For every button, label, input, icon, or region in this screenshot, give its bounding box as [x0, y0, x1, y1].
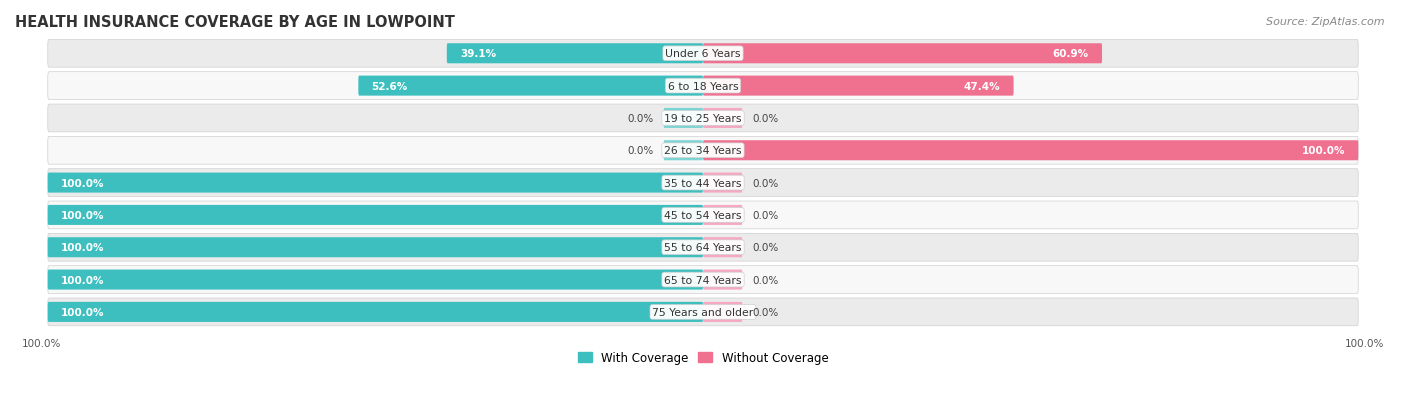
FancyBboxPatch shape	[664, 109, 703, 128]
Text: 26 to 34 Years: 26 to 34 Years	[664, 146, 742, 156]
Text: 0.0%: 0.0%	[752, 114, 779, 123]
Text: 100.0%: 100.0%	[60, 243, 104, 253]
Text: 47.4%: 47.4%	[965, 81, 1001, 91]
FancyBboxPatch shape	[48, 173, 703, 193]
Legend: With Coverage, Without Coverage: With Coverage, Without Coverage	[572, 347, 834, 369]
Text: 0.0%: 0.0%	[627, 114, 654, 123]
Text: Source: ZipAtlas.com: Source: ZipAtlas.com	[1267, 17, 1385, 26]
FancyBboxPatch shape	[359, 76, 703, 96]
Text: 100.0%: 100.0%	[60, 275, 104, 285]
Text: 45 to 54 Years: 45 to 54 Years	[664, 210, 742, 221]
Text: 100.0%: 100.0%	[21, 339, 60, 349]
Text: 39.1%: 39.1%	[460, 49, 496, 59]
Text: 65 to 74 Years: 65 to 74 Years	[664, 275, 742, 285]
Text: 100.0%: 100.0%	[60, 210, 104, 221]
FancyBboxPatch shape	[703, 237, 742, 258]
FancyBboxPatch shape	[48, 302, 703, 322]
Text: 55 to 64 Years: 55 to 64 Years	[664, 243, 742, 253]
FancyBboxPatch shape	[703, 302, 742, 322]
Text: 6 to 18 Years: 6 to 18 Years	[668, 81, 738, 91]
Text: 0.0%: 0.0%	[752, 178, 779, 188]
Text: 0.0%: 0.0%	[752, 307, 779, 317]
Text: 100.0%: 100.0%	[1302, 146, 1346, 156]
FancyBboxPatch shape	[703, 141, 1358, 161]
FancyBboxPatch shape	[48, 105, 1358, 133]
Text: 100.0%: 100.0%	[60, 178, 104, 188]
FancyBboxPatch shape	[703, 76, 1014, 96]
FancyBboxPatch shape	[48, 237, 703, 258]
FancyBboxPatch shape	[703, 270, 742, 290]
FancyBboxPatch shape	[48, 270, 703, 290]
FancyBboxPatch shape	[703, 44, 1102, 64]
Text: 0.0%: 0.0%	[752, 275, 779, 285]
FancyBboxPatch shape	[703, 205, 742, 225]
Text: 100.0%: 100.0%	[1346, 339, 1385, 349]
Text: 52.6%: 52.6%	[371, 81, 408, 91]
FancyBboxPatch shape	[48, 202, 1358, 229]
Text: 75 Years and older: 75 Years and older	[652, 307, 754, 317]
Text: Under 6 Years: Under 6 Years	[665, 49, 741, 59]
FancyBboxPatch shape	[447, 44, 703, 64]
Text: 0.0%: 0.0%	[627, 146, 654, 156]
Text: 0.0%: 0.0%	[752, 210, 779, 221]
FancyBboxPatch shape	[48, 298, 1358, 326]
FancyBboxPatch shape	[48, 266, 1358, 294]
Text: 100.0%: 100.0%	[60, 307, 104, 317]
Text: 35 to 44 Years: 35 to 44 Years	[664, 178, 742, 188]
FancyBboxPatch shape	[48, 234, 1358, 261]
Text: 60.9%: 60.9%	[1053, 49, 1088, 59]
FancyBboxPatch shape	[703, 109, 742, 128]
Text: 19 to 25 Years: 19 to 25 Years	[664, 114, 742, 123]
Text: HEALTH INSURANCE COVERAGE BY AGE IN LOWPOINT: HEALTH INSURANCE COVERAGE BY AGE IN LOWP…	[15, 15, 456, 30]
FancyBboxPatch shape	[48, 73, 1358, 100]
FancyBboxPatch shape	[703, 173, 742, 193]
FancyBboxPatch shape	[48, 40, 1358, 68]
FancyBboxPatch shape	[664, 141, 703, 161]
Text: 0.0%: 0.0%	[752, 243, 779, 253]
FancyBboxPatch shape	[48, 169, 1358, 197]
FancyBboxPatch shape	[48, 205, 703, 225]
FancyBboxPatch shape	[48, 137, 1358, 165]
